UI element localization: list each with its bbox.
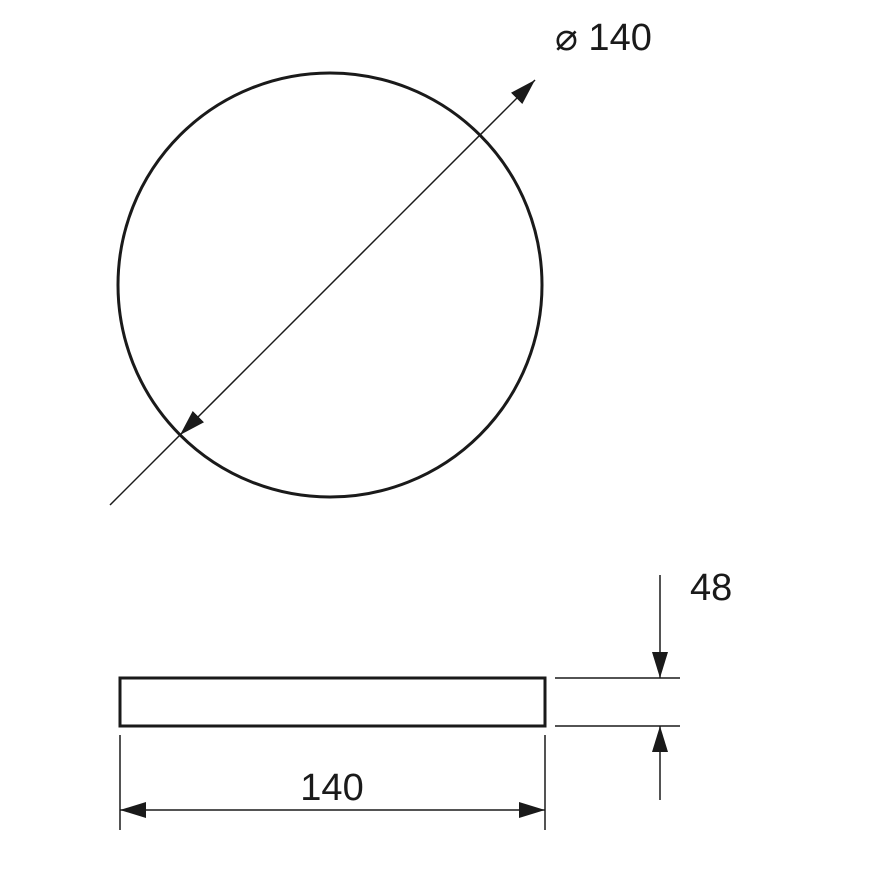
technical-drawing: ⌀ 140 140 48 <box>0 0 873 873</box>
width-dimension-label: 140 <box>300 767 363 809</box>
diameter-dimension-line <box>180 80 535 435</box>
height-dimension-label: 48 <box>690 567 732 609</box>
diameter-label: ⌀ 140 <box>555 17 652 59</box>
diameter-leader-tail <box>110 435 180 505</box>
side-view-rect <box>120 678 545 726</box>
